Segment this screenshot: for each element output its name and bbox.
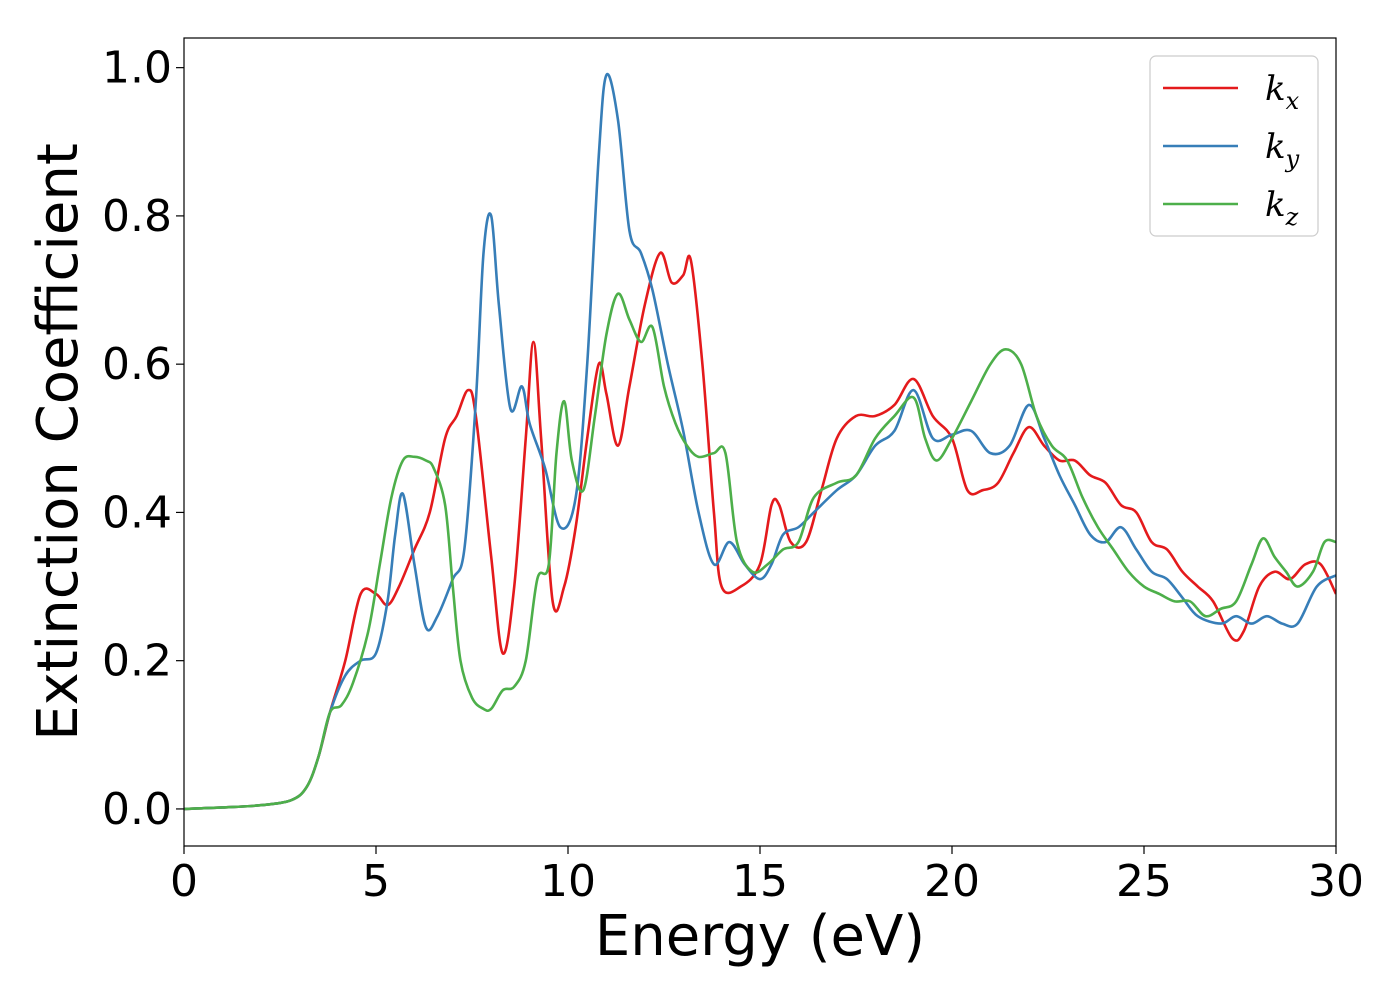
y-tick-label: 1.0 [102,43,172,94]
x-tick-label: 10 [540,856,596,907]
y-tick-label: 0.2 [102,636,172,687]
series-line-y [184,72,1336,811]
y-axis-ticks: 0.0 0.2 0.4 0.6 0.8 1.0 [102,43,184,835]
series-lines [184,72,1336,811]
x-tick-label: 25 [1116,856,1172,907]
x-tick-label: 0 [170,856,198,907]
x-tick-label: 15 [732,856,788,907]
y-tick-label: 0.6 [102,339,172,390]
legend-label-x: kx [1265,69,1300,115]
y-axis-title: Extinction Coefficient [26,143,91,741]
x-axis-title: Energy (eV) [595,904,925,969]
plot-background [184,38,1336,846]
legend: kx ky kz [1149,55,1319,237]
x-axis-ticks: 0 5 10 15 20 25 30 [170,846,1364,907]
series-line-z [184,292,1336,811]
x-tick-label: 5 [362,856,390,907]
x-tick-label: 20 [924,856,980,907]
x-tick-label: 30 [1308,856,1364,907]
y-tick-label: 0.0 [102,784,172,835]
legend-label-y: ky [1265,127,1300,173]
y-tick-label: 0.4 [102,487,172,538]
legend-label-z: kz [1265,185,1299,231]
y-tick-label: 0.8 [102,191,172,242]
